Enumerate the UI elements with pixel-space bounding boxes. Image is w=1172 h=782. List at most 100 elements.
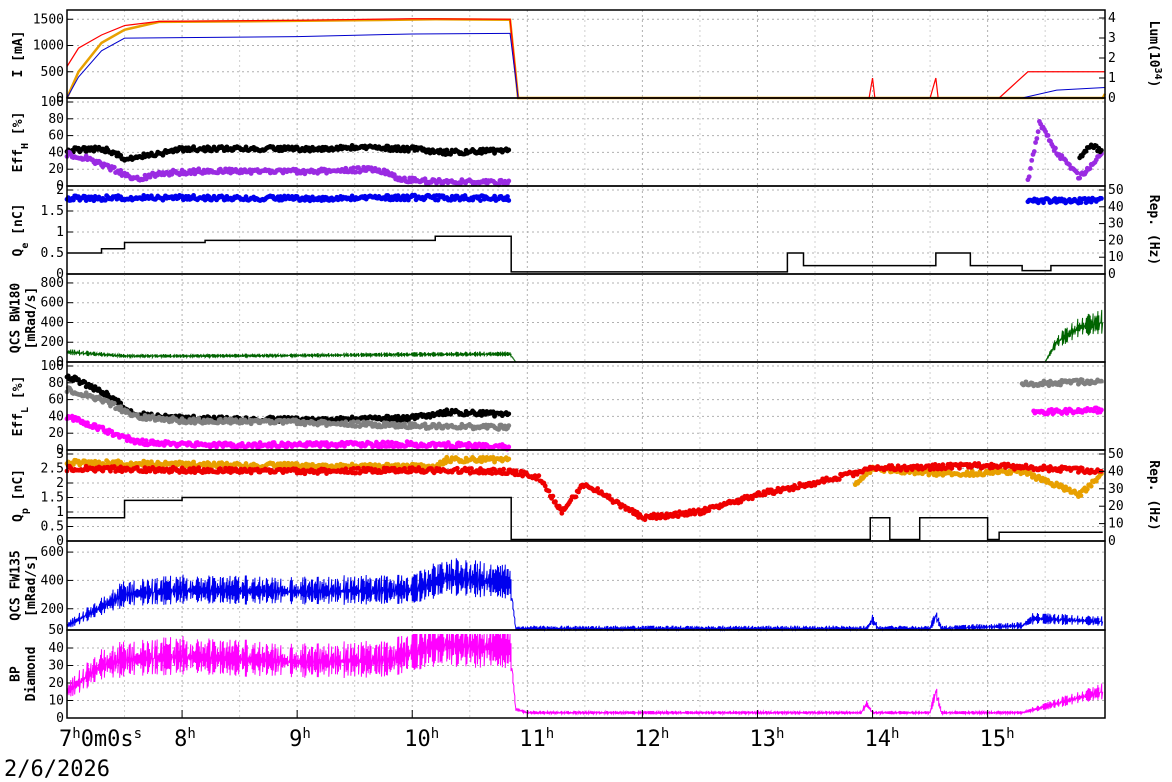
y-tick-label: 1.5 — [41, 204, 64, 219]
x-tick-label: 10h — [404, 726, 439, 752]
date-label: 2/6/2026 — [4, 757, 110, 782]
series-line-1 — [66, 18, 1105, 99]
label-sub: p — [20, 508, 31, 514]
data-point — [444, 454, 450, 460]
right-tick-label: 50 — [1108, 447, 1124, 462]
data-point — [269, 444, 274, 450]
panel-frame — [66, 629, 1106, 719]
hour: 14 — [865, 727, 892, 752]
y-axis-label: BPDiamond — [8, 647, 39, 702]
data-point — [1077, 175, 1083, 181]
y-tick-label: 20 — [48, 162, 64, 177]
data-point — [492, 193, 498, 199]
y-tick-label: 0 — [56, 534, 64, 549]
y-tick-label: 0 — [56, 179, 64, 194]
hour-unit: h — [431, 726, 439, 742]
data-point — [505, 194, 510, 199]
y-tick-label: 30 — [48, 659, 64, 674]
data-point — [444, 407, 450, 413]
label-sub: e — [20, 243, 31, 249]
y-axis-label: Qp [nC] — [11, 469, 31, 522]
right-tick-label: 0 — [1108, 534, 1116, 549]
data-point — [506, 198, 512, 203]
hour-unit: h — [187, 726, 195, 742]
right-axis-label: Lum(1034) — [1146, 21, 1164, 88]
right-tick-label: 10 — [1108, 517, 1124, 532]
y-tick-label: 0 — [56, 355, 64, 370]
right-tick-label: 30 — [1108, 217, 1124, 232]
data-point — [385, 143, 391, 149]
series-dots-0 — [64, 192, 1104, 206]
data-point — [546, 488, 552, 494]
label-sup: 34 — [1153, 68, 1164, 80]
data-point — [506, 423, 512, 429]
y-tick-label: 0 — [56, 443, 64, 458]
data-point — [381, 440, 387, 445]
y-axis-label: QCS BW180[mRad/s] — [8, 283, 39, 354]
right-tick-label: 3 — [1108, 31, 1116, 46]
right-tick-label: 40 — [1108, 200, 1124, 215]
y-tick-label: 1 — [56, 505, 64, 520]
y-tick-label: 400 — [41, 573, 64, 588]
data-point — [696, 507, 702, 513]
data-point — [1074, 170, 1080, 176]
y-tick-label: 200 — [41, 602, 64, 617]
label-part: ) — [1146, 80, 1161, 88]
label-part: Eff — [11, 413, 26, 436]
data-point — [1035, 129, 1041, 135]
data-point — [706, 508, 712, 514]
sec-unit: s — [134, 726, 142, 742]
data-point — [353, 423, 359, 429]
data-point — [353, 470, 359, 476]
y-tick-label: 40 — [48, 641, 64, 656]
data-point — [1045, 133, 1051, 138]
data-point — [453, 445, 459, 450]
y-tick-label: 2 — [56, 183, 64, 198]
data-point — [118, 152, 124, 158]
data-point — [343, 466, 349, 472]
data-point — [111, 464, 117, 469]
label-line: [mRad/s] — [24, 554, 39, 617]
right-axis-label: Rep. (Hz) — [1146, 195, 1161, 265]
label-part: Lum(10 — [1146, 21, 1161, 68]
y-axis-label: I [mA] — [11, 31, 26, 78]
panel-frame — [66, 361, 1106, 451]
series-dots-1 — [64, 119, 1104, 188]
y-tick-label: 20 — [48, 426, 64, 441]
series-dots-0 — [64, 454, 1104, 499]
data-point — [1084, 486, 1090, 492]
hour: 10 — [404, 727, 431, 752]
panel-frame — [66, 9, 1106, 99]
data-point — [536, 473, 542, 479]
suffix: 0m0s — [81, 727, 134, 752]
y-tick-label: 800 — [41, 276, 64, 291]
data-point — [351, 419, 356, 425]
panel-frame — [66, 273, 1106, 363]
label-line: Diamond — [24, 647, 39, 702]
hour-unit: h — [1006, 726, 1014, 742]
data-point — [422, 176, 428, 182]
series-trace-0 — [66, 633, 1104, 718]
data-point — [102, 197, 108, 203]
data-point — [850, 473, 856, 479]
label-line: BP — [8, 666, 23, 682]
y-tick-label: 500 — [41, 65, 64, 80]
x-tick-label: 11h — [519, 726, 554, 752]
label-line: QCS FW135 — [8, 550, 23, 620]
data-point — [1083, 148, 1089, 154]
data-point — [353, 169, 359, 175]
right-tick-label: 1 — [1108, 71, 1116, 86]
hour-unit: h — [546, 726, 554, 742]
y-tick-label: 400 — [41, 315, 64, 330]
data-point — [489, 471, 495, 476]
y-tick-label: 10 — [48, 694, 64, 709]
right-tick-label: 20 — [1108, 233, 1124, 248]
data-point — [343, 419, 349, 425]
data-point — [454, 465, 460, 471]
y-tick-label: 0 — [56, 91, 64, 106]
data-point — [385, 461, 391, 467]
label-sub: H — [20, 143, 31, 149]
